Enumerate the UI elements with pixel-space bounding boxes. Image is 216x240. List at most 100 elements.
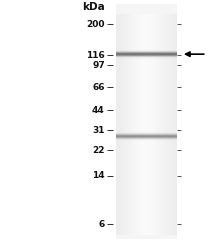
Bar — [116, 50, 177, 51]
Bar — [139, 14, 140, 235]
Bar — [133, 14, 134, 235]
Bar — [116, 132, 177, 133]
Bar — [160, 14, 161, 235]
Bar — [119, 14, 120, 235]
Text: 14: 14 — [92, 171, 105, 180]
Bar — [116, 52, 177, 53]
Bar — [116, 49, 177, 50]
Bar — [161, 14, 162, 235]
Bar — [116, 55, 177, 56]
Bar — [116, 134, 177, 135]
Bar — [116, 135, 177, 136]
Bar — [146, 14, 147, 235]
Bar — [116, 139, 177, 140]
Bar — [126, 14, 127, 235]
Bar — [134, 14, 135, 235]
Bar — [116, 14, 177, 235]
Bar — [128, 14, 129, 235]
Bar — [116, 56, 177, 57]
Bar — [142, 14, 143, 235]
Bar — [159, 14, 160, 235]
Bar — [116, 134, 177, 135]
Bar — [145, 14, 146, 235]
Bar — [162, 14, 164, 235]
Bar — [116, 135, 177, 136]
Bar — [174, 14, 175, 235]
Bar — [158, 14, 159, 235]
Bar — [116, 137, 177, 138]
Bar — [164, 14, 165, 235]
Bar — [156, 14, 157, 235]
Bar — [173, 14, 174, 235]
Bar — [140, 14, 141, 235]
Text: 97: 97 — [92, 61, 105, 70]
Bar — [153, 14, 154, 235]
Bar — [138, 14, 139, 235]
Bar — [123, 14, 124, 235]
Bar — [152, 14, 153, 235]
Bar — [116, 139, 177, 140]
Text: 116: 116 — [86, 51, 105, 60]
Bar — [116, 140, 177, 141]
Bar — [141, 14, 142, 235]
Bar — [127, 14, 128, 235]
Bar — [116, 49, 177, 50]
Bar — [148, 14, 149, 235]
Bar — [151, 14, 152, 235]
Bar — [135, 14, 136, 235]
Bar — [130, 14, 131, 235]
Bar — [116, 140, 177, 141]
Bar — [116, 55, 177, 56]
Text: 31: 31 — [92, 126, 105, 135]
Bar — [116, 57, 177, 58]
Bar — [116, 131, 177, 132]
Bar — [132, 14, 133, 235]
Bar — [122, 14, 123, 235]
Bar — [116, 51, 177, 52]
Bar — [116, 133, 177, 134]
Bar — [172, 14, 173, 235]
Bar — [143, 14, 144, 235]
Bar — [167, 14, 168, 235]
Bar — [116, 136, 177, 137]
Bar — [116, 54, 177, 55]
Bar — [116, 131, 177, 132]
Bar — [116, 14, 118, 235]
Bar — [136, 14, 137, 235]
Text: 44: 44 — [92, 106, 105, 115]
Bar — [116, 58, 177, 59]
Text: kDa: kDa — [82, 2, 105, 12]
Text: 66: 66 — [92, 83, 105, 92]
Bar — [116, 136, 177, 137]
Text: 6: 6 — [98, 220, 105, 229]
Bar — [175, 14, 176, 235]
Bar — [116, 51, 177, 52]
Bar — [176, 14, 177, 235]
Bar — [120, 14, 121, 235]
Bar — [129, 14, 130, 235]
Bar — [168, 14, 170, 235]
Bar — [137, 14, 138, 235]
Bar — [124, 14, 125, 235]
Bar — [121, 14, 122, 235]
Bar — [118, 14, 119, 235]
Bar — [154, 14, 155, 235]
Bar — [147, 14, 148, 235]
Bar — [170, 14, 171, 235]
Bar — [116, 138, 177, 139]
Bar — [125, 14, 126, 235]
Bar — [149, 14, 150, 235]
Bar — [116, 137, 177, 138]
Bar — [116, 53, 177, 54]
Bar — [116, 53, 177, 54]
Bar — [116, 54, 177, 55]
Bar — [116, 132, 177, 133]
Bar — [157, 14, 158, 235]
Bar — [131, 14, 132, 235]
Bar — [116, 50, 177, 51]
Bar — [116, 58, 177, 59]
Text: 22: 22 — [92, 145, 105, 155]
Bar — [116, 57, 177, 58]
Text: 200: 200 — [86, 19, 105, 29]
Bar — [144, 14, 145, 235]
